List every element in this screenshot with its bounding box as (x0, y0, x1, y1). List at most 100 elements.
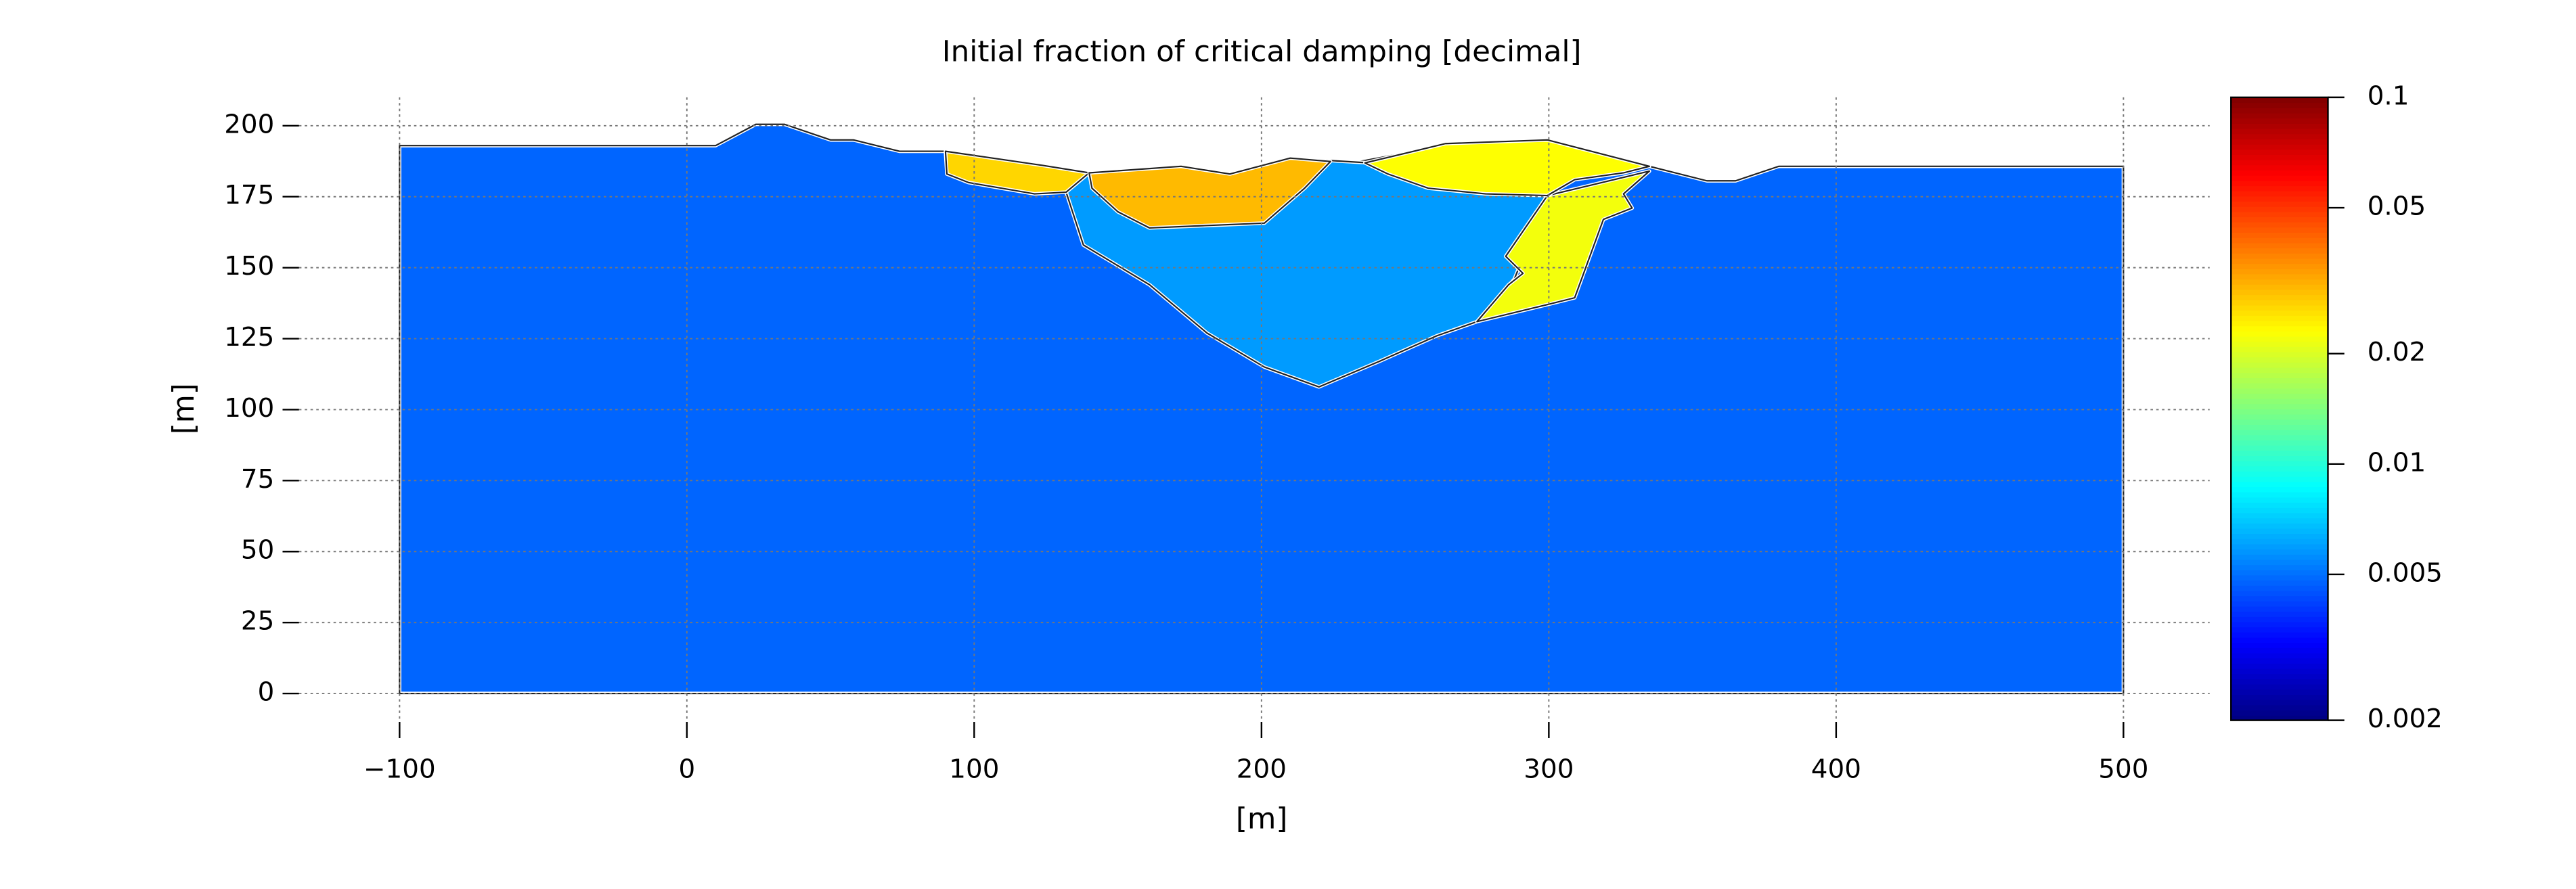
colorbar-segment (2231, 154, 2328, 160)
colorbar-segment (2231, 455, 2328, 461)
colorbar-segment (2231, 480, 2328, 488)
x-tick-label: 300 (1524, 754, 1574, 785)
colorbar-segment (2231, 408, 2328, 415)
colorbar-segment (2231, 579, 2328, 586)
colorbar-tick-label: 0.02 (2368, 337, 2426, 367)
colorbar-tick-label: 0.002 (2368, 704, 2443, 734)
colorbar-segment (2231, 138, 2328, 145)
colorbar-segment (2231, 392, 2328, 399)
colorbar-segment (2231, 231, 2328, 238)
colorbar-segment (2231, 206, 2328, 212)
colorbar-segment (2231, 143, 2328, 150)
x-tick-label: 0 (678, 754, 695, 785)
colorbar-segment (2231, 470, 2328, 477)
colorbar-segment (2231, 647, 2328, 654)
colorbar-segment (2231, 377, 2328, 384)
colorbar-segment (2231, 117, 2328, 124)
x-tick-label: −100 (363, 754, 436, 785)
colorbar-segment (2231, 538, 2328, 545)
y-tick-label: 0 (258, 677, 275, 708)
colorbar-segment (2231, 361, 2328, 368)
colorbar-segment (2231, 553, 2328, 560)
colorbar-segment (2231, 325, 2328, 332)
colorbar-segment (2231, 548, 2328, 555)
colorbar-segment (2231, 128, 2328, 135)
colorbar-segment (2231, 616, 2328, 622)
y-tick-label: 175 (224, 180, 274, 210)
colorbar-tick-label: 0.05 (2368, 191, 2426, 222)
colorbar-segment (2231, 585, 2328, 591)
colorbar-segment (2231, 283, 2328, 290)
colorbar-segment (2231, 164, 2328, 171)
colorbar-frame (2230, 96, 2329, 721)
colorbar-segment (2231, 237, 2328, 244)
colorbar-segment (2231, 315, 2328, 321)
x-axis-label: [m] (1236, 802, 1288, 836)
region-outline (1476, 170, 1651, 323)
colorbar-segment (2231, 444, 2328, 451)
chart-title: Initial fraction of critical damping [de… (942, 35, 1582, 69)
colorbar-segment (2231, 190, 2328, 197)
colorbar-tick-label: 0.01 (2368, 447, 2426, 478)
colorbar-segment (2231, 268, 2328, 275)
y-axis-label: [m] (167, 383, 201, 434)
colorbar-segment (2231, 356, 2328, 363)
colorbar-segment (2231, 704, 2328, 711)
colorbar-segment (2231, 273, 2328, 280)
colorbar-segment (2231, 346, 2328, 352)
y-tick-label: 100 (224, 393, 274, 424)
colorbar-segment (2231, 398, 2328, 405)
colorbar-segment (2231, 263, 2328, 269)
colorbar-segment (2231, 200, 2328, 207)
colorbar-segment (2231, 714, 2328, 721)
colorbar-segment (2231, 517, 2328, 524)
colorbar-segment (2231, 569, 2328, 576)
colorbar-segment (2231, 673, 2328, 679)
y-tick-label: 75 (241, 464, 274, 495)
colorbar-segment (2231, 252, 2328, 259)
region-outline (1364, 139, 1651, 197)
colorbar-segment (2231, 507, 2328, 514)
colorbar-segment (2231, 367, 2328, 373)
colorbar-segment (2231, 574, 2328, 581)
x-tick-label: 400 (1811, 754, 1861, 785)
colorbar-segment (2231, 449, 2328, 457)
colorbar-segment (2231, 688, 2328, 695)
colorbar-segment (2231, 590, 2328, 597)
colorbar-segment (2231, 662, 2328, 669)
colorbar-segment (2231, 424, 2328, 430)
colorbar-segment (2231, 242, 2328, 249)
colorbar-segment (2231, 371, 2328, 378)
colorbar-segment (2231, 159, 2328, 166)
colorbar-segment (2231, 216, 2328, 223)
x-tick-label: 200 (1237, 754, 1287, 785)
colorbar-segment (2231, 413, 2328, 420)
colorbar-segment (2231, 564, 2328, 570)
colorbar-segment (2231, 657, 2328, 664)
colorbar-tick-label: 0.005 (2368, 558, 2443, 589)
colorbar-segment (2231, 600, 2328, 607)
colorbar-segment (2231, 330, 2328, 337)
x-tick-label: 100 (949, 754, 999, 785)
colorbar-segment (2231, 693, 2328, 700)
colorbar-segment (2231, 668, 2328, 675)
colorbar-segment (2231, 637, 2328, 643)
x-tick-label: 500 (2098, 754, 2148, 785)
colorbar-segment (2231, 476, 2328, 482)
colorbar-segment (2231, 107, 2328, 114)
colorbar-segment (2231, 294, 2328, 300)
colorbar-segment (2231, 528, 2328, 534)
colorbar-segment (2231, 185, 2328, 191)
colorbar-segment (2231, 221, 2328, 228)
colorbar-segment (2231, 418, 2328, 425)
colorbar-segment (2231, 678, 2328, 685)
colorbar-segment (2231, 460, 2328, 467)
colorbar-segment (2231, 511, 2328, 519)
colorbar-segment (2231, 543, 2328, 550)
colorbar-segment (2231, 112, 2328, 119)
colorbar-segment (2231, 226, 2328, 233)
colorbar-segment (2231, 122, 2328, 129)
y-tick-label: 50 (241, 535, 274, 566)
colorbar-segment (2231, 403, 2328, 409)
colorbar-segment (2231, 595, 2328, 601)
